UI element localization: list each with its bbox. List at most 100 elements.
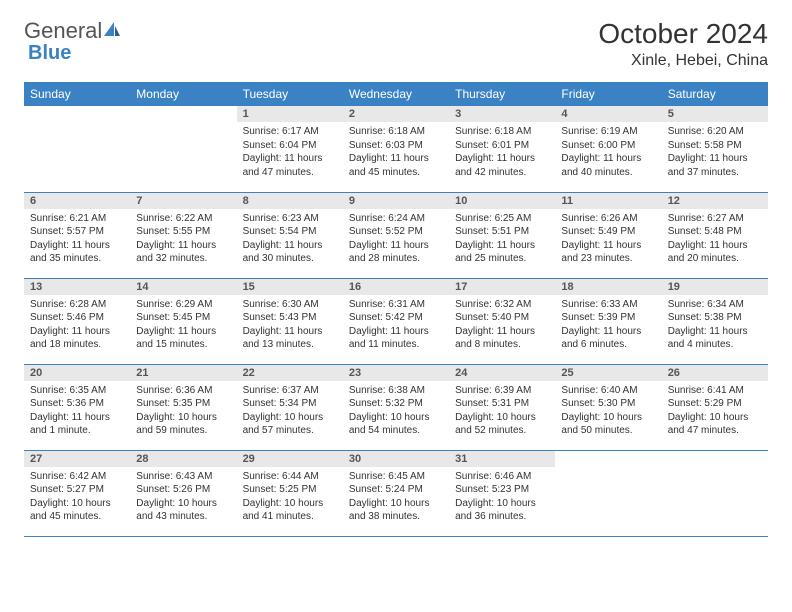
day-number: 31 bbox=[449, 451, 555, 467]
day-number: 8 bbox=[237, 193, 343, 209]
calendar-body: 1Sunrise: 6:17 AMSunset: 6:04 PMDaylight… bbox=[24, 106, 768, 536]
daylight-text: Daylight: 10 hours and 36 minutes. bbox=[455, 497, 549, 524]
day-number: 16 bbox=[343, 279, 449, 295]
sunset-text: Sunset: 5:36 PM bbox=[30, 397, 124, 411]
sunset-text: Sunset: 5:42 PM bbox=[349, 311, 443, 325]
daylight-text: Daylight: 11 hours and 13 minutes. bbox=[243, 325, 337, 352]
sunrise-text: Sunrise: 6:28 AM bbox=[30, 298, 124, 312]
day-number: 28 bbox=[130, 451, 236, 467]
calendar-week-row: 13Sunrise: 6:28 AMSunset: 5:46 PMDayligh… bbox=[24, 278, 768, 364]
sunset-text: Sunset: 6:03 PM bbox=[349, 139, 443, 153]
sunset-text: Sunset: 6:00 PM bbox=[561, 139, 655, 153]
daylight-text: Daylight: 11 hours and 23 minutes. bbox=[561, 239, 655, 266]
day-details: Sunrise: 6:29 AMSunset: 5:45 PMDaylight:… bbox=[130, 295, 236, 355]
weekday-header: Sunday bbox=[24, 82, 130, 106]
day-details: Sunrise: 6:20 AMSunset: 5:58 PMDaylight:… bbox=[662, 122, 768, 182]
sunrise-text: Sunrise: 6:31 AM bbox=[349, 298, 443, 312]
daylight-text: Daylight: 11 hours and 45 minutes. bbox=[349, 152, 443, 179]
weekday-header: Tuesday bbox=[237, 82, 343, 106]
sunrise-text: Sunrise: 6:44 AM bbox=[243, 470, 337, 484]
day-number: 18 bbox=[555, 279, 661, 295]
calendar-day-cell: 6Sunrise: 6:21 AMSunset: 5:57 PMDaylight… bbox=[24, 192, 130, 278]
day-number: 2 bbox=[343, 106, 449, 122]
daylight-text: Daylight: 11 hours and 30 minutes. bbox=[243, 239, 337, 266]
day-details: Sunrise: 6:45 AMSunset: 5:24 PMDaylight:… bbox=[343, 467, 449, 527]
day-details: Sunrise: 6:33 AMSunset: 5:39 PMDaylight:… bbox=[555, 295, 661, 355]
sunset-text: Sunset: 5:39 PM bbox=[561, 311, 655, 325]
day-details: Sunrise: 6:21 AMSunset: 5:57 PMDaylight:… bbox=[24, 209, 130, 269]
header: General October 2024 Xinle, Hebei, China bbox=[24, 18, 768, 70]
sunset-text: Sunset: 5:29 PM bbox=[668, 397, 762, 411]
sunset-text: Sunset: 5:48 PM bbox=[668, 225, 762, 239]
sunset-text: Sunset: 5:31 PM bbox=[455, 397, 549, 411]
sunset-text: Sunset: 5:54 PM bbox=[243, 225, 337, 239]
day-number: 30 bbox=[343, 451, 449, 467]
sunrise-text: Sunrise: 6:45 AM bbox=[349, 470, 443, 484]
sunrise-text: Sunrise: 6:18 AM bbox=[455, 125, 549, 139]
day-number: 6 bbox=[24, 193, 130, 209]
weekday-header: Monday bbox=[130, 82, 236, 106]
day-number: 24 bbox=[449, 365, 555, 381]
sunrise-text: Sunrise: 6:19 AM bbox=[561, 125, 655, 139]
sunset-text: Sunset: 5:58 PM bbox=[668, 139, 762, 153]
sunrise-text: Sunrise: 6:26 AM bbox=[561, 212, 655, 226]
sunset-text: Sunset: 5:55 PM bbox=[136, 225, 230, 239]
daylight-text: Daylight: 11 hours and 6 minutes. bbox=[561, 325, 655, 352]
day-details: Sunrise: 6:30 AMSunset: 5:43 PMDaylight:… bbox=[237, 295, 343, 355]
sunset-text: Sunset: 5:45 PM bbox=[136, 311, 230, 325]
day-number: 11 bbox=[555, 193, 661, 209]
day-number: 13 bbox=[24, 279, 130, 295]
sunrise-text: Sunrise: 6:21 AM bbox=[30, 212, 124, 226]
daylight-text: Daylight: 10 hours and 52 minutes. bbox=[455, 411, 549, 438]
sunrise-text: Sunrise: 6:34 AM bbox=[668, 298, 762, 312]
daylight-text: Daylight: 11 hours and 40 minutes. bbox=[561, 152, 655, 179]
sunrise-text: Sunrise: 6:33 AM bbox=[561, 298, 655, 312]
calendar-day-cell: 21Sunrise: 6:36 AMSunset: 5:35 PMDayligh… bbox=[130, 364, 236, 450]
sunrise-text: Sunrise: 6:46 AM bbox=[455, 470, 549, 484]
day-number: 9 bbox=[343, 193, 449, 209]
calendar-day-cell: 14Sunrise: 6:29 AMSunset: 5:45 PMDayligh… bbox=[130, 278, 236, 364]
sunset-text: Sunset: 5:52 PM bbox=[349, 225, 443, 239]
sunrise-text: Sunrise: 6:30 AM bbox=[243, 298, 337, 312]
sunset-text: Sunset: 6:04 PM bbox=[243, 139, 337, 153]
calendar-day-cell: 20Sunrise: 6:35 AMSunset: 5:36 PMDayligh… bbox=[24, 364, 130, 450]
day-number: 17 bbox=[449, 279, 555, 295]
daylight-text: Daylight: 11 hours and 20 minutes. bbox=[668, 239, 762, 266]
daylight-text: Daylight: 11 hours and 18 minutes. bbox=[30, 325, 124, 352]
sunrise-text: Sunrise: 6:40 AM bbox=[561, 384, 655, 398]
calendar-day-cell: 22Sunrise: 6:37 AMSunset: 5:34 PMDayligh… bbox=[237, 364, 343, 450]
day-details: Sunrise: 6:36 AMSunset: 5:35 PMDaylight:… bbox=[130, 381, 236, 441]
day-number: 26 bbox=[662, 365, 768, 381]
sunset-text: Sunset: 5:38 PM bbox=[668, 311, 762, 325]
daylight-text: Daylight: 10 hours and 59 minutes. bbox=[136, 411, 230, 438]
calendar-day-cell: 26Sunrise: 6:41 AMSunset: 5:29 PMDayligh… bbox=[662, 364, 768, 450]
calendar-day-cell: 29Sunrise: 6:44 AMSunset: 5:25 PMDayligh… bbox=[237, 450, 343, 536]
day-details: Sunrise: 6:42 AMSunset: 5:27 PMDaylight:… bbox=[24, 467, 130, 527]
sunrise-text: Sunrise: 6:18 AM bbox=[349, 125, 443, 139]
daylight-text: Daylight: 11 hours and 25 minutes. bbox=[455, 239, 549, 266]
daylight-text: Daylight: 11 hours and 4 minutes. bbox=[668, 325, 762, 352]
sunrise-text: Sunrise: 6:17 AM bbox=[243, 125, 337, 139]
day-number: 23 bbox=[343, 365, 449, 381]
logo-text-general: General bbox=[24, 18, 102, 44]
sunrise-text: Sunrise: 6:27 AM bbox=[668, 212, 762, 226]
calendar-day-cell: 24Sunrise: 6:39 AMSunset: 5:31 PMDayligh… bbox=[449, 364, 555, 450]
day-details: Sunrise: 6:41 AMSunset: 5:29 PMDaylight:… bbox=[662, 381, 768, 441]
calendar-week-row: 27Sunrise: 6:42 AMSunset: 5:27 PMDayligh… bbox=[24, 450, 768, 536]
calendar-day-cell bbox=[24, 106, 130, 192]
daylight-text: Daylight: 10 hours and 50 minutes. bbox=[561, 411, 655, 438]
day-number: 21 bbox=[130, 365, 236, 381]
day-details: Sunrise: 6:24 AMSunset: 5:52 PMDaylight:… bbox=[343, 209, 449, 269]
calendar-day-cell: 7Sunrise: 6:22 AMSunset: 5:55 PMDaylight… bbox=[130, 192, 236, 278]
sunset-text: Sunset: 5:46 PM bbox=[30, 311, 124, 325]
calendar-day-cell: 11Sunrise: 6:26 AMSunset: 5:49 PMDayligh… bbox=[555, 192, 661, 278]
daylight-text: Daylight: 11 hours and 11 minutes. bbox=[349, 325, 443, 352]
day-details: Sunrise: 6:27 AMSunset: 5:48 PMDaylight:… bbox=[662, 209, 768, 269]
location: Xinle, Hebei, China bbox=[598, 52, 768, 70]
daylight-text: Daylight: 11 hours and 8 minutes. bbox=[455, 325, 549, 352]
calendar-day-cell: 3Sunrise: 6:18 AMSunset: 6:01 PMDaylight… bbox=[449, 106, 555, 192]
weekday-header: Friday bbox=[555, 82, 661, 106]
calendar-day-cell: 17Sunrise: 6:32 AMSunset: 5:40 PMDayligh… bbox=[449, 278, 555, 364]
sunset-text: Sunset: 5:51 PM bbox=[455, 225, 549, 239]
sunrise-text: Sunrise: 6:41 AM bbox=[668, 384, 762, 398]
